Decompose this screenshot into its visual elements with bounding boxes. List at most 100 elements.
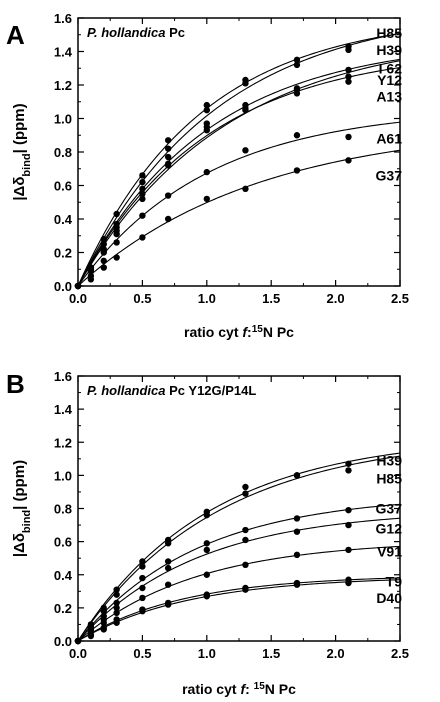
data-point [203,101,210,109]
data-point [164,215,172,223]
data-point [139,172,146,179]
data-point [139,584,146,592]
data-point [113,230,120,238]
data-point [164,145,172,152]
fit-curve [77,455,401,642]
data-point [139,195,146,203]
x-tick-label: 0.5 [133,291,151,306]
data-point [113,609,120,617]
series-label: H39 [376,42,402,58]
data-point [345,78,352,85]
y-tick-label: 0.0 [54,634,72,649]
data-point [345,157,352,164]
series-label: G37 [376,501,403,517]
data-point [293,581,301,588]
panel-letter: B [6,369,25,399]
data-point [203,127,210,134]
data-point [203,571,210,578]
data-point [242,490,249,497]
data-point [164,153,172,161]
data-point [203,546,210,554]
data-point [164,581,172,588]
y-tick-label: 0.2 [54,246,72,261]
y-tick-label: 1.2 [54,435,72,450]
data-point [293,528,301,535]
data-point [139,212,146,219]
data-point [100,607,107,615]
x-tick-label: 1.5 [262,291,280,306]
data-point [242,185,249,193]
x-tick-label: 2.0 [327,646,345,661]
series-label: A13 [376,89,402,105]
data-point [87,276,95,283]
data-point [113,599,120,607]
data-point [164,192,172,199]
series-d40: D40 [74,579,402,645]
x-tick-label: 2.5 [391,646,409,661]
series-a13: A13 [74,60,402,290]
data-point [87,632,95,640]
data-point [100,249,107,256]
series-label: D40 [376,590,402,606]
series-label: A61 [376,131,402,147]
y-tick-label: 1.4 [54,402,73,417]
x-tick-label: 1.0 [198,646,216,661]
series-y12: Y12 [74,66,402,290]
data-point [203,511,210,519]
data-point [100,619,107,626]
x-tick-label: 2.0 [327,291,345,306]
series-g37: G37 [74,149,402,290]
data-point [113,591,120,598]
x-tick-label: 2.5 [391,291,409,306]
fit-curve [77,577,401,642]
series-h85: H85 [74,455,402,645]
series-h39: H39 [74,452,402,645]
fit-curve [77,60,401,287]
y-tick-label: 1.0 [54,112,72,127]
fit-curve [77,149,401,287]
data-point [242,106,249,114]
data-point [242,536,249,544]
data-point [293,132,301,139]
x-axis-label: ratio cyt f: 15N Pc [182,681,296,698]
data-point [345,73,352,80]
data-point [164,137,172,144]
y-tick-label: 1.6 [54,11,72,26]
y-tick-label: 1.6 [54,369,72,384]
data-point [139,178,146,186]
panel-title: P. hollandica Pc Y12G/P14L [87,383,256,398]
fit-curve [77,66,401,287]
y-tick-label: 0.2 [54,601,72,616]
data-point [242,147,249,154]
data-point [345,506,352,514]
data-point [139,190,146,198]
series-label: Y12 [377,72,402,88]
fit-curve [77,32,401,287]
series-label: V91 [377,544,402,560]
data-point [164,601,172,608]
y-tick-label: 0.0 [54,279,72,294]
data-point [113,604,120,612]
data-point [203,106,210,114]
y-axis-label: |Δδbind| (ppm) [11,103,33,200]
panel-letter: A [6,20,25,50]
data-point [139,594,146,602]
data-point [293,56,301,64]
data-point [139,607,146,615]
data-point [203,540,210,547]
x-tick-label: 0.5 [133,646,151,661]
data-point [203,168,210,176]
data-point [345,133,352,141]
data-point [139,234,146,241]
plot-frame [77,375,401,642]
y-tick-label: 0.4 [54,212,73,227]
series-label: H85 [376,25,402,41]
y-tick-label: 0.6 [54,535,72,550]
data-point [345,46,352,54]
data-point [113,586,120,593]
data-point [100,264,107,271]
data-point [164,558,172,565]
series-label: G12 [376,520,403,536]
data-point [293,86,301,94]
